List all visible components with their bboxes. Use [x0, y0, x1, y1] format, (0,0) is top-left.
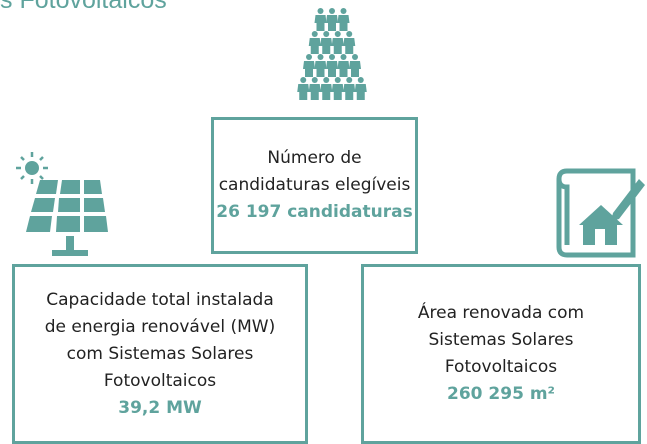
person — [331, 77, 344, 100]
card-value: 260 295 m² — [447, 384, 555, 404]
card-line: Fotovoltaicos — [444, 357, 558, 377]
title: s Fotovoltaicos — [0, 0, 167, 14]
card-line: com Sistemas Solares — [66, 343, 254, 364]
person — [314, 8, 327, 31]
card-line: Capacidade total instalada — [46, 289, 274, 310]
person — [343, 77, 356, 100]
person — [320, 31, 333, 54]
house-plan-icon — [556, 168, 645, 258]
person — [349, 54, 361, 77]
person — [308, 31, 321, 54]
card: Número de candidaturas elegíveis 26 197 ca… — [211, 117, 418, 254]
card-line: candidaturas elegíveis — [218, 175, 411, 195]
person — [331, 31, 344, 54]
card-value: 39,2 MW — [118, 397, 202, 418]
card-line: Área renovada com — [417, 303, 585, 323]
card-line: Fotovoltaicos — [103, 370, 217, 391]
card-line: Número de — [267, 148, 362, 168]
person — [297, 77, 310, 100]
person — [320, 77, 333, 100]
person — [343, 31, 356, 54]
people-icon — [297, 8, 367, 100]
person — [326, 54, 338, 77]
person — [308, 77, 321, 100]
person — [314, 54, 327, 77]
person — [337, 54, 350, 77]
card: Área renovada com Sistemas Solares Fotovol… — [361, 264, 641, 444]
person — [354, 77, 367, 100]
card-value: 26 197 candidaturas — [216, 202, 413, 222]
card: Capacidade total instalada de energia ren… — [12, 264, 308, 444]
person — [337, 8, 350, 31]
person — [326, 8, 338, 31]
solar-panel-icon — [16, 152, 108, 256]
card-line: de energia renovável (MW) — [44, 316, 276, 337]
card-line: Sistemas Solares — [428, 330, 574, 350]
person — [303, 54, 315, 77]
